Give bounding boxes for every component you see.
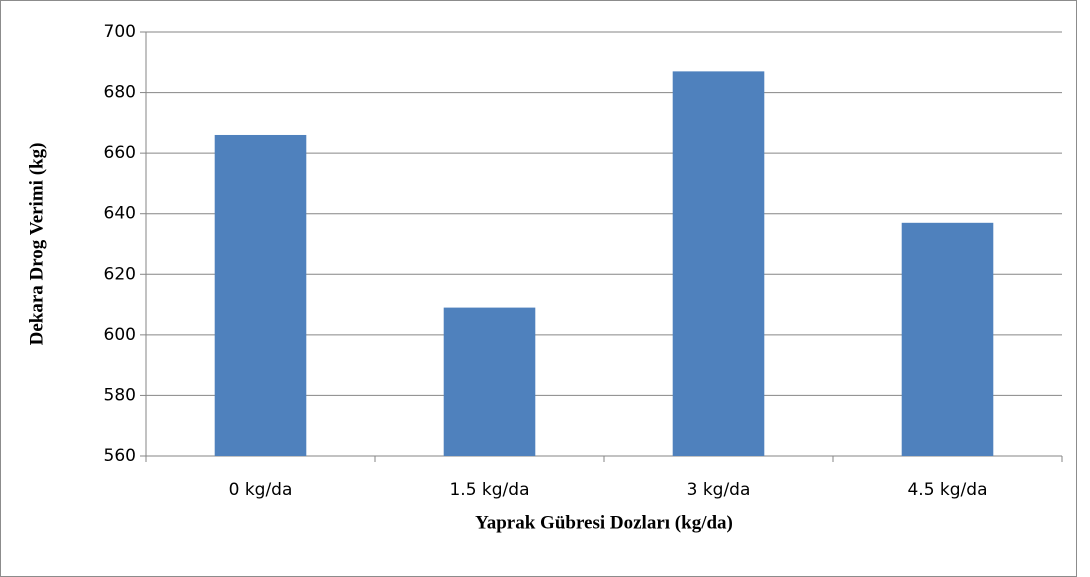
y-tick-label: 600 (104, 325, 136, 345)
x-tick-label: 4.5 kg/da (907, 480, 987, 500)
y-tick-label: 580 (104, 385, 136, 405)
y-tick-label: 700 (104, 22, 136, 42)
y-tick-label: 640 (104, 204, 136, 224)
bar (901, 222, 994, 456)
y-tick-label: 620 (104, 264, 136, 284)
x-tick-label: 1.5 kg/da (449, 480, 529, 500)
bar (214, 134, 307, 456)
y-tick-label: 660 (104, 143, 136, 163)
y-tick-label: 680 (104, 83, 136, 103)
x-tick-label: 3 kg/da (687, 480, 751, 500)
x-axis-title: Yaprak Gübresi Dozları (kg/da) (475, 512, 733, 533)
y-tick-label: 560 (104, 446, 136, 466)
x-tick-label: 0 kg/da (229, 480, 293, 500)
bar (443, 307, 536, 456)
bar (672, 71, 765, 456)
y-axis-title: Dekara Drog Verimi (kg) (26, 143, 47, 346)
